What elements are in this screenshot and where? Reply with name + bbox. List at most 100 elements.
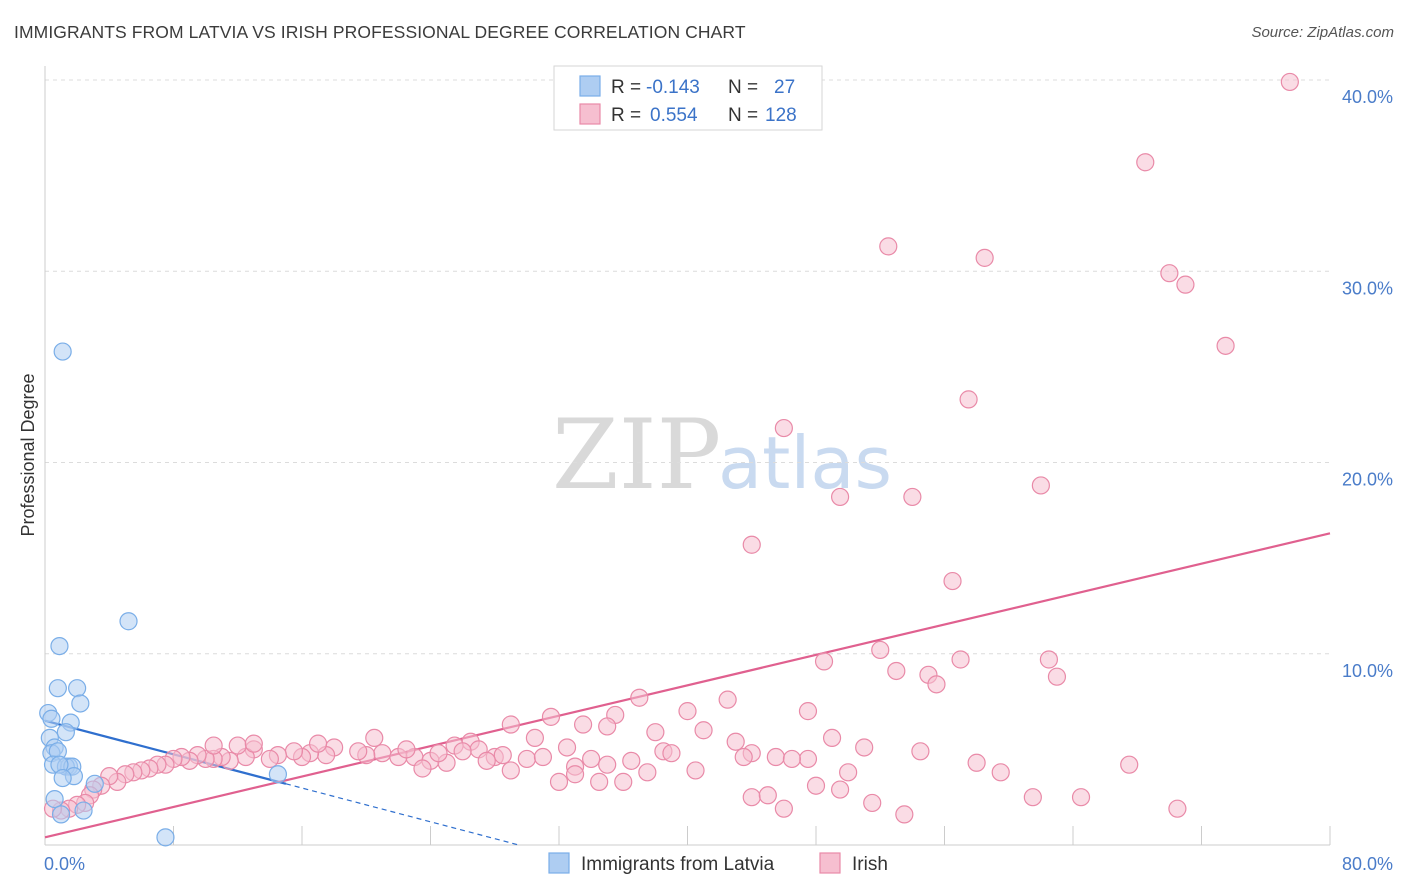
y-axis-tick-labels: 10.0% 20.0% 30.0% 40.0% bbox=[1342, 87, 1393, 681]
point-irish-20 bbox=[1047, 667, 1067, 686]
point-irish-51 bbox=[967, 753, 986, 772]
series-legend: Immigrants from Latvia Irish bbox=[548, 852, 888, 875]
point-irish-34 bbox=[822, 728, 842, 748]
point-irish-24 bbox=[678, 702, 697, 721]
point-irish-30 bbox=[598, 717, 617, 736]
point-irish-109 bbox=[991, 763, 1010, 782]
point-irish-122 bbox=[895, 805, 914, 824]
point-irish-27 bbox=[541, 707, 561, 726]
point-latvia-24 bbox=[74, 801, 93, 820]
point-irish-25 bbox=[798, 702, 818, 721]
point-irish-102 bbox=[533, 747, 553, 767]
point-irish-119 bbox=[806, 776, 826, 795]
point-irish-121 bbox=[863, 793, 882, 813]
point-irish-69 bbox=[228, 736, 247, 755]
point-irish-50 bbox=[798, 749, 818, 769]
point-irish-21 bbox=[927, 675, 946, 694]
point-irish-64 bbox=[284, 742, 304, 761]
point-irish-41 bbox=[662, 744, 681, 763]
trend-lines bbox=[44, 532, 1331, 846]
series-legend-swatch-latvia bbox=[548, 852, 570, 874]
point-irish-9 bbox=[830, 487, 850, 507]
point-irish-13 bbox=[943, 571, 962, 591]
point-irish-6 bbox=[1216, 336, 1235, 355]
chart-source: Source: ZipAtlas.com bbox=[1251, 24, 1394, 41]
point-irish-115 bbox=[614, 772, 633, 791]
point-latvia-3 bbox=[48, 679, 67, 698]
point-irish-37 bbox=[557, 738, 577, 757]
point-irish-114 bbox=[590, 772, 609, 791]
point-latvia-0 bbox=[53, 342, 72, 361]
point-latvia-4 bbox=[68, 679, 87, 698]
point-irish-0 bbox=[1280, 72, 1299, 92]
point-latvia-9 bbox=[56, 723, 75, 742]
point-latvia-1 bbox=[50, 636, 69, 656]
point-irish-32 bbox=[646, 723, 665, 742]
point-irish-44 bbox=[911, 742, 930, 761]
trend-line-irish bbox=[44, 532, 1331, 839]
point-irish-52 bbox=[1120, 755, 1139, 774]
point-irish-126 bbox=[413, 759, 432, 778]
point-irish-8 bbox=[774, 418, 793, 438]
point-irish-17 bbox=[1039, 650, 1059, 669]
point-latvia-2 bbox=[119, 612, 138, 631]
point-irish-108 bbox=[839, 763, 858, 782]
point-irish-110 bbox=[598, 755, 617, 774]
point-irish-56 bbox=[373, 744, 392, 763]
point-latvia-22 bbox=[268, 765, 288, 784]
point-irish-124 bbox=[1071, 788, 1091, 807]
point-irish-120 bbox=[830, 780, 850, 799]
legend-n-label-latvia: N = bbox=[728, 77, 758, 98]
y-tick-label-0: 10.0% bbox=[1342, 661, 1393, 681]
point-irish-97 bbox=[365, 728, 384, 748]
point-irish-43 bbox=[855, 738, 874, 757]
legend-r-label-irish: R = bbox=[611, 105, 641, 126]
point-irish-96 bbox=[308, 734, 328, 753]
point-irish-98 bbox=[397, 740, 416, 759]
point-irish-2 bbox=[879, 237, 898, 256]
x-axis-tick-labels: 0.0% 80.0% bbox=[44, 854, 1393, 874]
point-irish-101 bbox=[493, 746, 512, 765]
point-irish-100 bbox=[453, 742, 472, 761]
watermark-zip-text: ZIP bbox=[552, 399, 721, 511]
point-irish-107 bbox=[782, 749, 802, 769]
point-irish-29 bbox=[501, 715, 520, 734]
point-irish-11 bbox=[1031, 476, 1050, 495]
point-latvia-20 bbox=[53, 768, 72, 788]
point-irish-23 bbox=[718, 690, 737, 709]
legend-r-value-irish: 0.554 bbox=[650, 105, 698, 126]
point-irish-15 bbox=[814, 652, 834, 671]
point-irish-14 bbox=[871, 640, 890, 660]
point-irish-28 bbox=[573, 715, 593, 734]
point-irish-22 bbox=[630, 688, 649, 707]
point-irish-16 bbox=[951, 650, 970, 669]
point-irish-105 bbox=[686, 761, 705, 780]
series-legend-label-latvia: Immigrants from Latvia bbox=[581, 854, 775, 875]
trend-line-latvia bbox=[44, 719, 287, 785]
series-legend-swatch-irish bbox=[819, 852, 841, 874]
point-irish-111 bbox=[501, 761, 520, 780]
point-irish-104 bbox=[638, 763, 657, 782]
legend-swatch-latvia bbox=[579, 75, 601, 97]
y-tick-label-1: 20.0% bbox=[1342, 470, 1393, 490]
point-irish-123 bbox=[1023, 788, 1042, 807]
point-latvia-25 bbox=[51, 805, 71, 824]
y-tick-label-2: 30.0% bbox=[1342, 278, 1393, 298]
point-irish-106 bbox=[734, 747, 753, 767]
point-irish-125 bbox=[1168, 799, 1187, 818]
point-latvia-5 bbox=[71, 694, 90, 713]
point-irish-118 bbox=[774, 799, 793, 818]
point-latvia-21 bbox=[85, 774, 104, 793]
point-irish-47 bbox=[582, 749, 601, 769]
data-points bbox=[39, 72, 1299, 847]
trend-line-extension-latvia bbox=[285, 783, 519, 846]
point-latvia-23 bbox=[45, 789, 64, 809]
point-irish-46 bbox=[517, 749, 536, 769]
point-irish-59 bbox=[349, 742, 368, 761]
legend-swatch-irish bbox=[579, 103, 601, 125]
series-legend-label-irish: Irish bbox=[852, 854, 888, 875]
legend-r-label-latvia: R = bbox=[611, 77, 641, 98]
point-irish-5 bbox=[1176, 275, 1195, 294]
point-latvia-26 bbox=[156, 828, 175, 847]
legend-n-value-irish: 128 bbox=[765, 105, 797, 126]
